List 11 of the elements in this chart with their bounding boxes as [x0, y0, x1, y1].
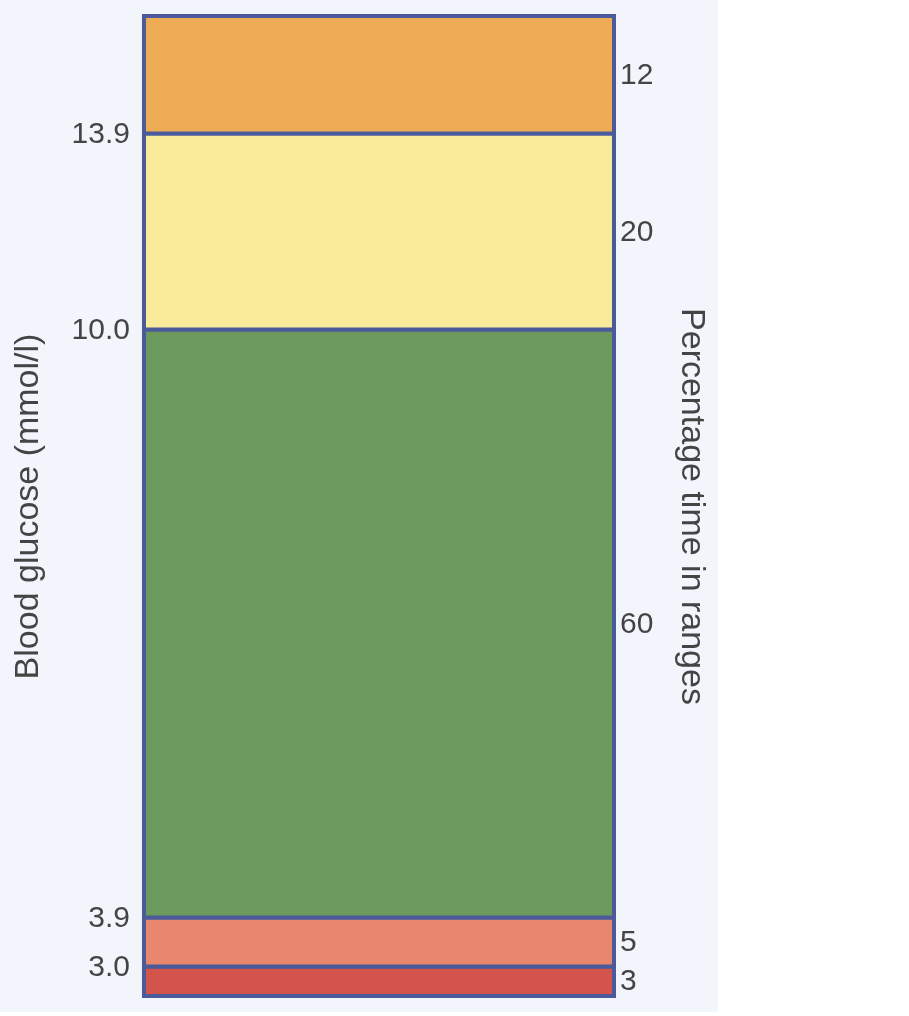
text: 10.0	[71, 311, 130, 345]
data-label: 60	[620, 605, 654, 639]
y2-axis-title: Percentage time in ranges	[674, 308, 713, 705]
data-label: 5	[620, 924, 637, 958]
data-label: 3	[620, 963, 637, 997]
text: 3.9	[88, 899, 130, 933]
text: 13.9	[71, 115, 130, 149]
text: 3.0	[88, 948, 130, 982]
data-label: 12	[620, 56, 654, 90]
data-label: 20	[620, 213, 654, 247]
y-axis-title: Blood glucose (mmol/l)	[6, 333, 45, 680]
